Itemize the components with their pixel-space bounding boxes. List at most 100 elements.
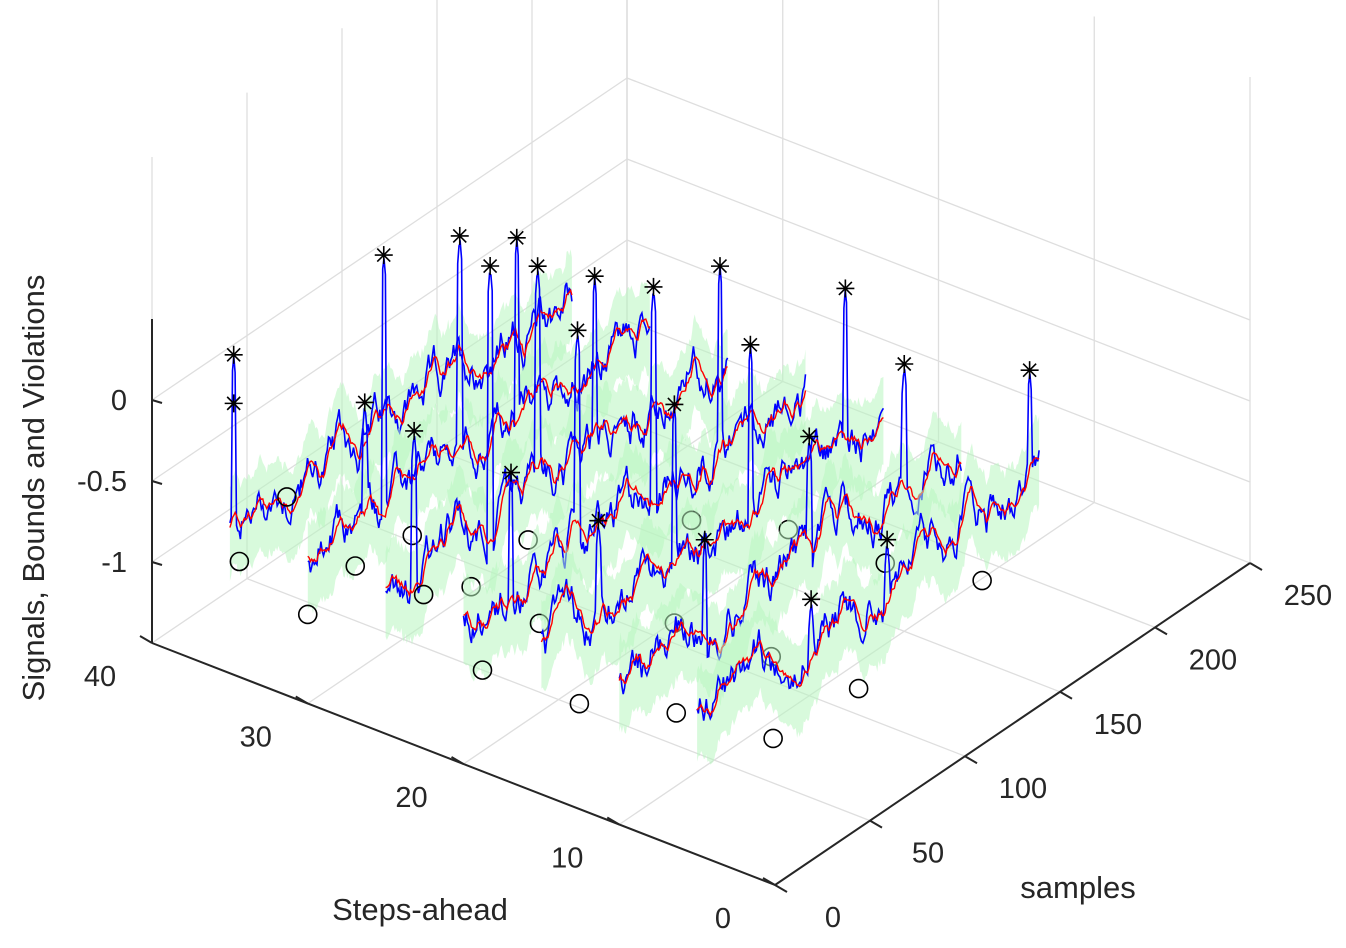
upper-violation-marker bbox=[644, 277, 663, 296]
x-tick-mark bbox=[1154, 626, 1168, 636]
y-tick-mark bbox=[450, 756, 465, 765]
bounds-band bbox=[307, 281, 650, 614]
x-axis-label: samples bbox=[1020, 870, 1135, 905]
z-tick-mark bbox=[151, 399, 163, 404]
y-tick-label: 0 bbox=[715, 903, 731, 935]
asterisk-stroke bbox=[530, 259, 545, 274]
lower-violation-marker bbox=[345, 556, 366, 576]
y-tick-label: 20 bbox=[395, 782, 427, 814]
upper-violation-marker bbox=[507, 228, 526, 247]
asterisk-stroke bbox=[697, 532, 712, 547]
x-tick-mark bbox=[964, 755, 978, 765]
asterisk-stroke bbox=[587, 269, 602, 284]
bounds-band bbox=[229, 249, 572, 582]
upper-violation-marker bbox=[528, 257, 547, 276]
y-tick-mark bbox=[139, 635, 153, 644]
upper-violation-marker bbox=[374, 246, 393, 265]
asterisk-stroke bbox=[226, 347, 241, 362]
z-tick-label: 0 bbox=[111, 385, 127, 417]
y-tick-label: 40 bbox=[84, 661, 116, 693]
x-tick-label: 150 bbox=[1094, 709, 1142, 741]
asterisk-stroke bbox=[591, 513, 606, 528]
asterisk-stroke bbox=[838, 281, 853, 296]
asterisk-stroke bbox=[712, 259, 728, 274]
asterisk-stroke bbox=[743, 337, 758, 352]
asterisk-stroke bbox=[452, 228, 467, 244]
asterisk-stroke bbox=[646, 279, 661, 294]
upper-violation-marker bbox=[481, 257, 500, 276]
upper-violation-marker bbox=[450, 226, 469, 245]
lower-violation-marker bbox=[472, 660, 493, 680]
bound-line bbox=[540, 417, 884, 643]
y-tick-label: 30 bbox=[240, 722, 272, 754]
lower-violation-marker bbox=[848, 678, 869, 699]
x-axis-line bbox=[774, 562, 1251, 886]
upper-violation-marker bbox=[224, 345, 243, 364]
upper-violation-marker bbox=[878, 530, 897, 549]
x-tick-label: 50 bbox=[912, 838, 944, 870]
asterisk-stroke bbox=[509, 230, 524, 245]
lower-violation-marker bbox=[972, 570, 992, 591]
y-tick-mark bbox=[295, 695, 309, 705]
upper-violation-marker bbox=[405, 421, 424, 440]
asterisk-stroke bbox=[226, 396, 241, 411]
z-axis-label: Signals, Bounds and Violations bbox=[16, 275, 51, 702]
x-tick-label: 100 bbox=[999, 773, 1047, 805]
asterisk-stroke bbox=[804, 592, 819, 607]
lower-violation-marker bbox=[229, 551, 250, 572]
asterisk-stroke bbox=[880, 532, 895, 547]
bound-line bbox=[385, 356, 728, 598]
upper-violation-marker bbox=[695, 530, 714, 549]
y-tick-mark bbox=[606, 816, 620, 826]
x-tick-label: 200 bbox=[1189, 644, 1237, 676]
upper-violation-marker bbox=[589, 511, 608, 530]
z-tick-mark bbox=[151, 561, 163, 566]
bound-line bbox=[618, 451, 962, 684]
upper-violation-marker bbox=[355, 393, 374, 412]
bounds-band bbox=[619, 411, 962, 734]
z-tick-label: -1 bbox=[101, 547, 127, 579]
lower-violation-marker bbox=[297, 604, 318, 625]
asterisk-stroke bbox=[407, 423, 422, 438]
x-tick-label: 0 bbox=[825, 902, 841, 934]
z-tick-label: -0.5 bbox=[77, 466, 127, 498]
data-layer bbox=[224, 226, 1040, 765]
upper-violation-marker bbox=[836, 279, 855, 298]
asterisk-stroke bbox=[357, 395, 372, 410]
asterisk-stroke bbox=[376, 248, 391, 263]
back-wall-grid-line bbox=[151, 77, 628, 401]
upper-violation-marker bbox=[802, 590, 821, 609]
lower-violation-marker bbox=[763, 728, 783, 749]
bounds-band bbox=[697, 414, 1040, 765]
x-tick-label: 250 bbox=[1284, 580, 1332, 612]
asterisk-stroke bbox=[667, 397, 682, 412]
lower-violation-marker bbox=[413, 584, 434, 605]
back-wall-grid-line bbox=[151, 158, 628, 482]
x-tick-mark bbox=[869, 819, 883, 829]
y-tick-label: 10 bbox=[551, 843, 583, 875]
lower-violation-marker bbox=[569, 693, 590, 714]
lower-violation-marker bbox=[277, 487, 297, 507]
asterisk-stroke bbox=[802, 429, 817, 444]
side-wall-grid-line bbox=[626, 77, 1251, 321]
asterisk-stroke bbox=[570, 323, 585, 338]
upper-violation-marker bbox=[585, 267, 604, 286]
x-tick-mark bbox=[1059, 690, 1073, 700]
x-tick-mark bbox=[1249, 562, 1263, 571]
upper-violation-marker bbox=[665, 395, 684, 414]
upper-violation-marker bbox=[741, 335, 760, 354]
asterisk-stroke bbox=[897, 356, 912, 372]
y-axis-label: Steps-ahead bbox=[332, 892, 508, 927]
lower-violation-marker bbox=[402, 525, 423, 546]
upper-violation-marker bbox=[568, 321, 587, 340]
y-tick-mark bbox=[762, 877, 776, 886]
upper-violation-marker bbox=[895, 355, 914, 373]
asterisk-stroke bbox=[1022, 363, 1037, 378]
axis-layer: 0 50 100 150 200 250 0 10 20 30 40 -1 -0.5 0 bbox=[77, 319, 1332, 935]
x-tick-mark bbox=[774, 884, 788, 893]
upper-violation-marker bbox=[800, 427, 819, 446]
bound-line bbox=[696, 457, 1040, 717]
upper-violation-marker bbox=[1020, 361, 1039, 380]
lower-violation-marker bbox=[666, 703, 687, 723]
